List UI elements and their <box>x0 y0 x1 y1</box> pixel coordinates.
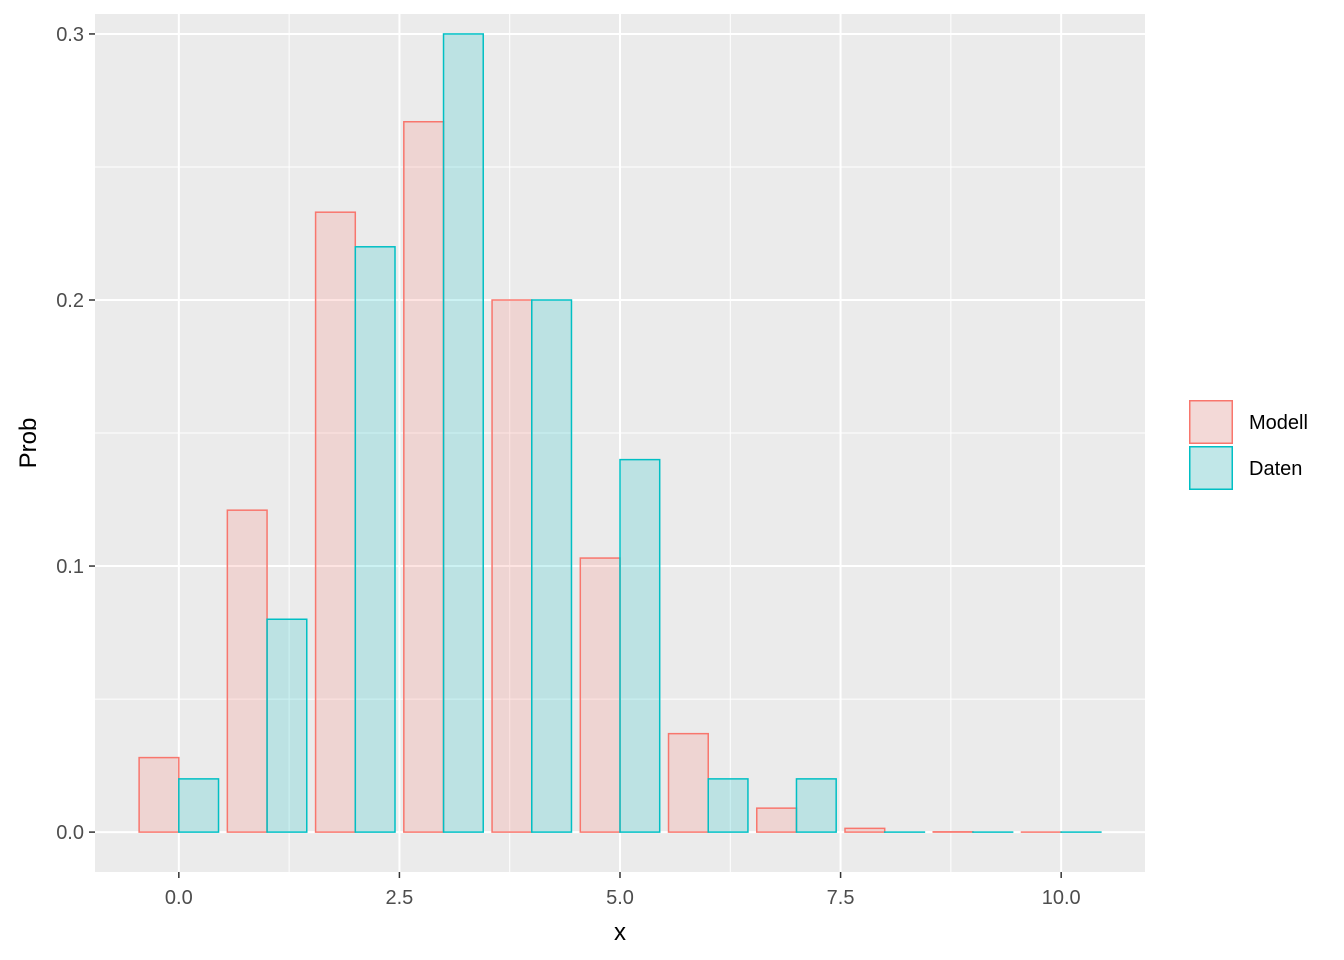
x-tick-label: 0.0 <box>165 887 193 909</box>
legend: Modell Daten <box>1189 400 1308 490</box>
bar-daten-0 <box>178 778 220 833</box>
y-tick-label: 0.2 <box>56 290 84 312</box>
bar-daten-2 <box>354 246 396 833</box>
bar-modell-4 <box>491 299 533 833</box>
bar-daten-5 <box>619 458 661 833</box>
bar-modell-8 <box>844 827 886 833</box>
bar-modell-6 <box>667 732 709 833</box>
bar-daten-1 <box>266 618 308 833</box>
legend-key-bg <box>1189 400 1233 444</box>
y-axis-title: Prob <box>15 418 42 469</box>
bar-modell-5 <box>579 557 621 833</box>
bar-modell-3 <box>403 120 445 833</box>
x-tick-label: 10.0 <box>1042 887 1081 909</box>
bar-daten-7 <box>795 778 837 833</box>
x-tick-label: 7.5 <box>827 887 855 909</box>
bar-daten-3 <box>442 33 484 833</box>
y-axis: 0.0 0.1 0.2 0.3 <box>56 24 95 844</box>
y-tick-label: 0.3 <box>56 24 84 46</box>
bar-daten-6 <box>707 778 749 833</box>
bar-modell-2 <box>314 211 357 833</box>
x-tick-label: 2.5 <box>386 887 414 909</box>
legend-label-modell: Modell <box>1249 412 1308 434</box>
legend-key-daten <box>1189 446 1233 490</box>
y-tick-label: 0.1 <box>56 556 84 578</box>
x-axis-title: x <box>614 919 626 946</box>
bar-modell-7 <box>756 807 798 833</box>
bar-modell-0 <box>138 756 180 833</box>
bar-daten-4 <box>531 299 573 833</box>
bar-modell-1 <box>226 509 268 833</box>
x-axis: 0.0 2.5 5.0 7.5 10.0 <box>165 872 1081 909</box>
bars <box>138 33 1102 833</box>
x-tick-label: 5.0 <box>606 887 634 909</box>
legend-label-daten: Daten <box>1249 458 1302 480</box>
y-tick-label: 0.0 <box>56 822 84 844</box>
legend-key-bg <box>1189 446 1233 490</box>
legend-key-modell <box>1189 400 1233 444</box>
